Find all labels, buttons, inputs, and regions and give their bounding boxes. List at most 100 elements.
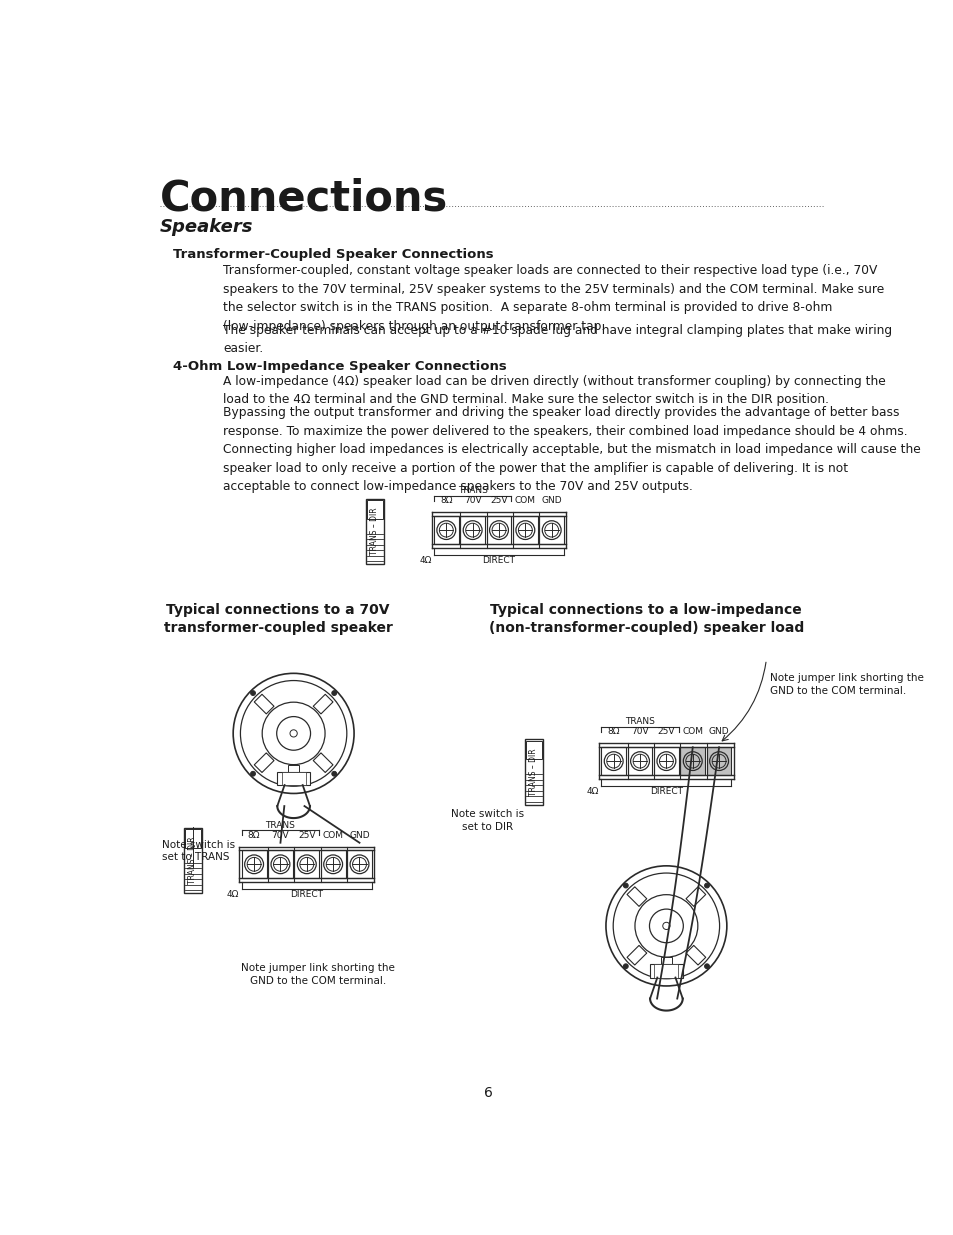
Text: The speaker terminals can accept up to a #10 spade lug and have integral clampin: The speaker terminals can accept up to a… [223, 324, 891, 356]
Circle shape [251, 690, 255, 695]
Circle shape [544, 524, 558, 537]
Bar [525, 741, 541, 760]
Circle shape [439, 524, 453, 537]
Bar [706, 747, 731, 776]
Circle shape [657, 752, 675, 771]
Text: DIRECT: DIRECT [290, 889, 323, 899]
Circle shape [541, 521, 560, 540]
Circle shape [323, 855, 342, 873]
Bar [183, 827, 202, 893]
Circle shape [605, 866, 726, 986]
Text: COM: COM [681, 727, 702, 736]
Circle shape [517, 524, 532, 537]
Circle shape [622, 883, 628, 888]
Circle shape [353, 857, 366, 871]
Bar [367, 500, 382, 519]
Text: TRANS – DIR: TRANS – DIR [188, 836, 197, 884]
FancyBboxPatch shape [313, 753, 333, 772]
Circle shape [492, 524, 505, 537]
Bar [649, 965, 682, 978]
Bar [281, 772, 305, 785]
Text: 4Ω: 4Ω [227, 889, 239, 899]
Text: TRANS: TRANS [624, 718, 655, 726]
FancyBboxPatch shape [685, 946, 705, 965]
FancyBboxPatch shape [254, 753, 274, 772]
Text: 8Ω: 8Ω [607, 727, 619, 736]
FancyBboxPatch shape [626, 887, 646, 906]
Circle shape [709, 752, 728, 771]
Text: 8Ω: 8Ω [248, 831, 260, 840]
Circle shape [606, 755, 620, 768]
Text: A low-impedance (4Ω) speaker load can be driven directly (without transformer co: A low-impedance (4Ω) speaker load can be… [223, 374, 885, 406]
FancyBboxPatch shape [685, 887, 705, 906]
Bar [288, 764, 298, 772]
Circle shape [465, 524, 479, 537]
Bar [660, 957, 671, 965]
Circle shape [659, 755, 673, 768]
Circle shape [622, 963, 628, 968]
Bar [365, 499, 384, 564]
Circle shape [299, 857, 314, 871]
Text: TRANS: TRANS [265, 820, 295, 830]
Bar [185, 829, 200, 847]
Text: Typical connections to a low-impedance
(non-transformer-coupled) speaker load: Typical connections to a low-impedance (… [488, 603, 803, 635]
Circle shape [290, 730, 297, 737]
Text: 70V: 70V [463, 496, 481, 505]
Bar [679, 747, 704, 776]
Circle shape [613, 873, 719, 979]
Circle shape [350, 855, 369, 873]
Bar [241, 851, 266, 878]
Text: 25V: 25V [297, 831, 315, 840]
Text: Note jumper link shorting the
GND to the COM terminal.: Note jumper link shorting the GND to the… [769, 673, 923, 697]
Text: Bypassing the output transformer and driving the speaker load directly provides : Bypassing the output transformer and dri… [223, 406, 920, 493]
Circle shape [247, 857, 261, 871]
Text: 4-Ohm Low-Impedance Speaker Connections: 4-Ohm Low-Impedance Speaker Connections [173, 359, 507, 373]
Circle shape [297, 855, 315, 873]
Text: TRANS – DIR: TRANS – DIR [370, 508, 379, 556]
Bar [459, 516, 484, 543]
Text: TRANS: TRANS [457, 487, 487, 495]
Circle shape [274, 857, 287, 871]
Circle shape [332, 690, 336, 695]
Bar [538, 516, 563, 543]
FancyBboxPatch shape [313, 694, 333, 714]
Circle shape [633, 755, 646, 768]
Text: GND: GND [540, 496, 561, 505]
Bar [320, 851, 345, 878]
Text: 4Ω: 4Ω [586, 787, 598, 795]
Text: 70V: 70V [272, 831, 289, 840]
Circle shape [436, 521, 456, 540]
Circle shape [603, 752, 622, 771]
Circle shape [682, 752, 701, 771]
Bar [486, 516, 511, 543]
Circle shape [662, 923, 669, 930]
Bar [276, 772, 310, 785]
Circle shape [704, 963, 709, 968]
Circle shape [276, 716, 311, 750]
Circle shape [326, 857, 339, 871]
Text: Note switch is
set to TRANS: Note switch is set to TRANS [162, 840, 234, 862]
Circle shape [240, 680, 347, 787]
FancyBboxPatch shape [254, 694, 274, 714]
Text: GND: GND [349, 831, 370, 840]
Bar [524, 740, 542, 805]
Circle shape [711, 755, 725, 768]
Text: Transformer-Coupled Speaker Connections: Transformer-Coupled Speaker Connections [173, 248, 494, 262]
Circle shape [262, 703, 325, 764]
Text: COM: COM [322, 831, 343, 840]
Circle shape [251, 772, 255, 776]
Bar [627, 747, 652, 776]
FancyBboxPatch shape [626, 946, 646, 965]
Text: 70V: 70V [631, 727, 648, 736]
Circle shape [271, 855, 290, 873]
Bar [347, 851, 372, 878]
Text: Note switch is
set to DIR: Note switch is set to DIR [451, 809, 523, 831]
Circle shape [489, 521, 508, 540]
Text: Typical connections to a 70V
transformer-coupled speaker: Typical connections to a 70V transformer… [164, 603, 392, 635]
Text: TRANS – DIR: TRANS – DIR [529, 748, 537, 795]
Text: Connections: Connections [159, 178, 447, 220]
Circle shape [685, 755, 699, 768]
Bar [513, 516, 537, 543]
Text: 4Ω: 4Ω [418, 556, 431, 564]
Text: 25V: 25V [490, 496, 507, 505]
